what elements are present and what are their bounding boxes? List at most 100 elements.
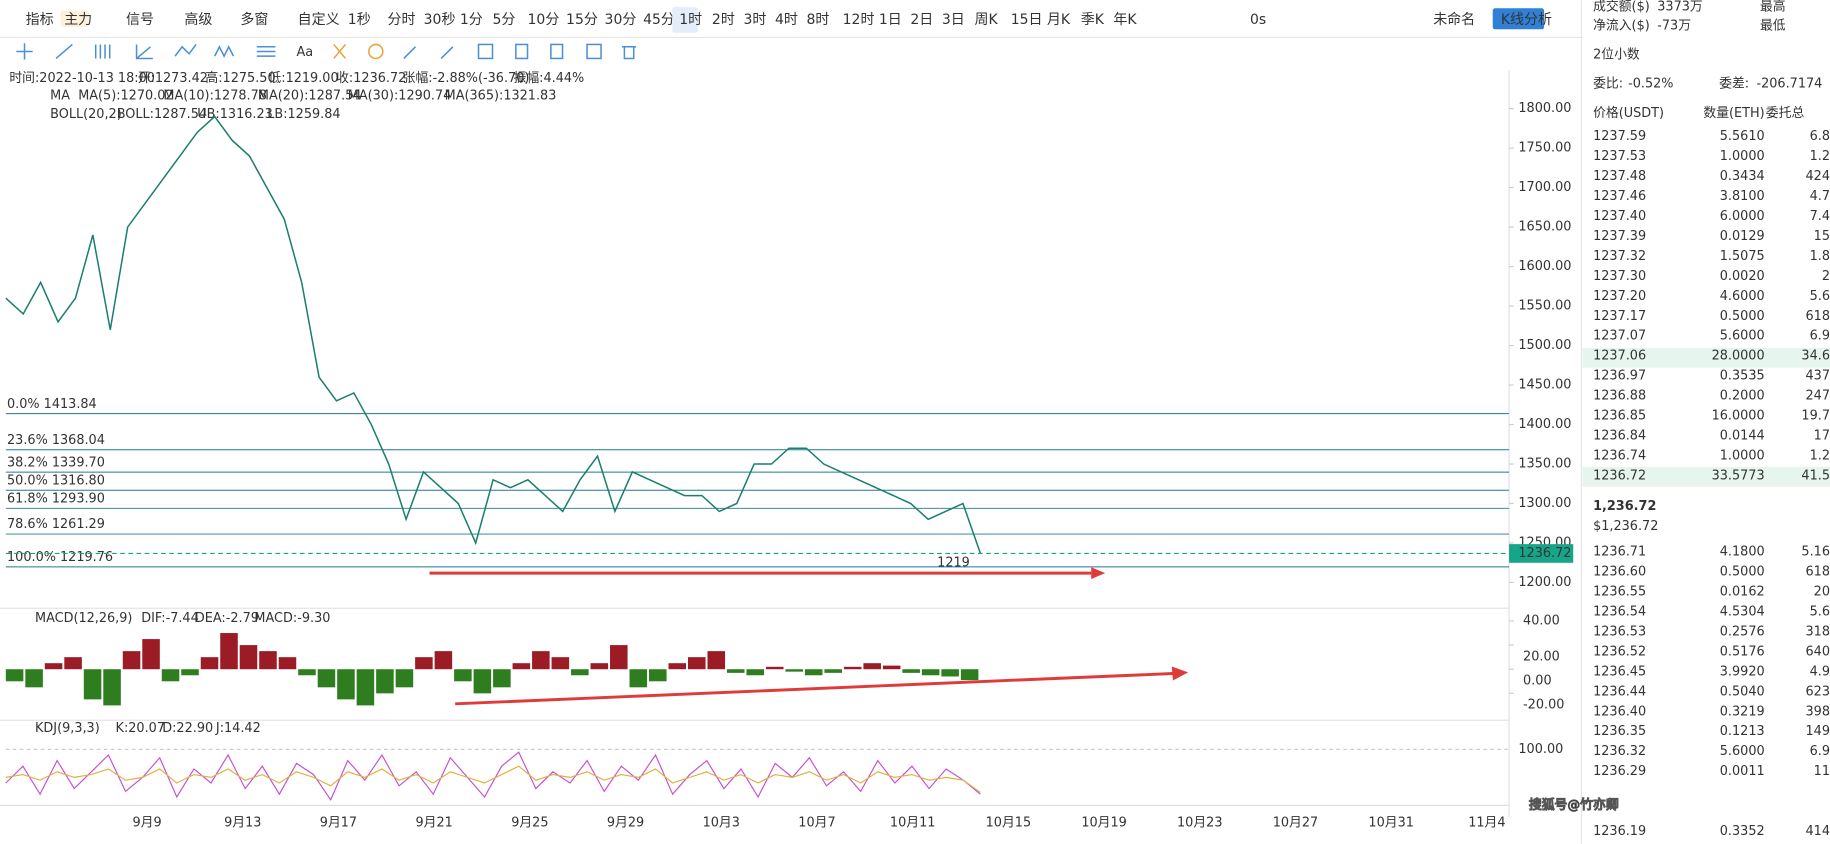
line-tool[interactable] — [55, 43, 73, 60]
fib-label: 38.2% 1339.70 — [7, 455, 105, 470]
bids-cell: 318 — [1806, 624, 1830, 639]
toolbar-item[interactable]: 10分 — [528, 12, 560, 28]
indicator-label: MA — [50, 88, 70, 103]
asks-cell: 424 — [1806, 169, 1830, 184]
bids-cell: 1236.29 — [1593, 764, 1646, 779]
template-tool[interactable] — [515, 43, 529, 60]
toolbar-item[interactable]: 主力 — [64, 12, 92, 28]
toolbar-item[interactable]: 季K — [1081, 12, 1105, 28]
drawing-tools[interactable] — [16, 43, 637, 60]
toolbar-item[interactable]: 4时 — [775, 12, 798, 28]
asks-cell: 17 — [1814, 429, 1830, 444]
wave-tool[interactable] — [214, 45, 235, 58]
candle-tool[interactable] — [477, 43, 494, 60]
asks-cell: 1236.97 — [1593, 369, 1646, 384]
toolbar-item[interactable]: 高级 — [184, 11, 212, 28]
indicator-label: MA(365):1321.83 — [445, 88, 557, 103]
macd-bar — [25, 669, 43, 688]
macd-bar — [590, 663, 609, 670]
bids-cell: 6.9 — [1810, 744, 1830, 759]
macd-bar — [629, 669, 648, 688]
toolbar-item[interactable]: 信号 — [126, 12, 154, 28]
watermark: 搜狐号@竹亦卿 — [1529, 797, 1619, 813]
last-price-tag — [1509, 544, 1574, 563]
macd-bar — [337, 669, 355, 700]
asks-cell: 1236.84 — [1593, 429, 1646, 444]
macd-bar — [921, 669, 940, 676]
toolbar-item[interactable]: 多窗 — [240, 11, 268, 28]
ratio-item: 委差: — [1719, 77, 1749, 92]
channel-tool[interactable] — [94, 44, 111, 59]
macd-label: MACD(12,26,9) — [35, 611, 132, 626]
toolbar-item[interactable]: K线分析 — [1501, 12, 1552, 28]
copy-tool[interactable] — [550, 43, 564, 60]
bids-cell: 1236.44 — [1593, 684, 1646, 699]
y-tick-label: 1500.00 — [1518, 338, 1571, 353]
toolbar-item[interactable]: 月K — [1047, 12, 1071, 28]
toolbar-item[interactable]: 自定义 — [298, 12, 340, 28]
x-tick-label: 9月21 — [415, 815, 452, 830]
toolbar-item[interactable]: 1日 — [879, 12, 902, 28]
toolbar-item[interactable]: 年K — [1113, 12, 1137, 28]
decimals-select[interactable]: 2位小数 — [1593, 47, 1640, 62]
toolbar-item[interactable]: 2日 — [910, 12, 933, 28]
asks-cell: 1.5075 — [1720, 249, 1765, 264]
toolbar-item[interactable]: 2时 — [712, 12, 735, 28]
pen-tool[interactable] — [403, 46, 417, 59]
text-tool[interactable]: Aa — [296, 45, 313, 60]
asks-cell: 1237.46 — [1593, 189, 1646, 204]
crosshair-tool[interactable] — [16, 43, 33, 60]
toolbar-item[interactable]: 45分 — [643, 12, 675, 28]
lock-tool[interactable] — [368, 43, 384, 60]
macd-bar — [824, 669, 842, 673]
macd-bar — [200, 657, 219, 670]
fib-tool[interactable] — [135, 44, 153, 60]
price-line — [5, 115, 982, 554]
kdj-label: J:14.42 — [215, 721, 261, 736]
toolbar-item[interactable]: 0s — [1250, 12, 1266, 28]
toolbar-item[interactable]: 1分 — [460, 12, 483, 28]
asks-cell: 28.0000 — [1712, 349, 1765, 364]
edit-tool[interactable] — [586, 43, 602, 60]
toolbar-item[interactable]: 1秒 — [348, 12, 371, 28]
macd-bar — [493, 669, 511, 688]
toolbar-item[interactable]: 分时 — [387, 12, 415, 28]
indicator-label: BOLL(20,2) — [50, 107, 122, 122]
x-tick-label: 10月3 — [703, 815, 740, 830]
bids-cell: 1236.60 — [1593, 565, 1646, 580]
ratio-item: -0.52% — [1628, 77, 1673, 92]
kdj-line — [5, 751, 981, 801]
toolbar-item[interactable]: 8时 — [806, 12, 829, 28]
asks-cell: 0.0129 — [1720, 229, 1765, 244]
toolbar-item[interactable]: 周K — [975, 12, 999, 28]
toolbar-item[interactable]: 未命名 — [1433, 11, 1475, 28]
macd-bar — [278, 657, 297, 670]
analysis-button[interactable] — [1492, 8, 1545, 30]
toolbar-item[interactable]: 1时 — [679, 12, 702, 28]
eraser-tool[interactable] — [440, 46, 454, 59]
toolbar-item[interactable]: 30秒 — [424, 12, 456, 28]
x-tick-label: 9月29 — [607, 815, 644, 830]
toolbar-item[interactable]: 5分 — [493, 12, 516, 28]
toolbar-item[interactable]: 12时 — [843, 12, 875, 28]
pitchfork-tool[interactable] — [174, 43, 197, 57]
toolbar-item[interactable]: 15日 — [1011, 12, 1043, 28]
macd-bar — [551, 657, 570, 670]
asks-cell: 4.6000 — [1720, 289, 1765, 304]
toolbar-item[interactable]: 指标 — [26, 12, 54, 28]
bids-cell: 1236.45 — [1593, 664, 1646, 679]
measure-tool[interactable] — [256, 46, 276, 57]
toolbar-item[interactable]: 30分 — [605, 12, 637, 28]
indicator-label: 开:1273.42 — [138, 71, 208, 86]
toolbar-item[interactable]: 3时 — [743, 12, 766, 28]
delete-tool[interactable] — [622, 46, 637, 60]
toolbar-item[interactable]: 15分 — [566, 12, 598, 28]
asks-cell: 0.3434 — [1720, 169, 1765, 184]
toolbar-item[interactable]: 3日 — [942, 12, 965, 28]
magnet-tool[interactable] — [333, 43, 347, 59]
bids-cell: 0.3219 — [1720, 704, 1765, 719]
asks-cell: 1236.72 — [1593, 468, 1646, 483]
arrow-head — [1171, 666, 1189, 681]
bids-cell: 1236.40 — [1593, 704, 1646, 719]
